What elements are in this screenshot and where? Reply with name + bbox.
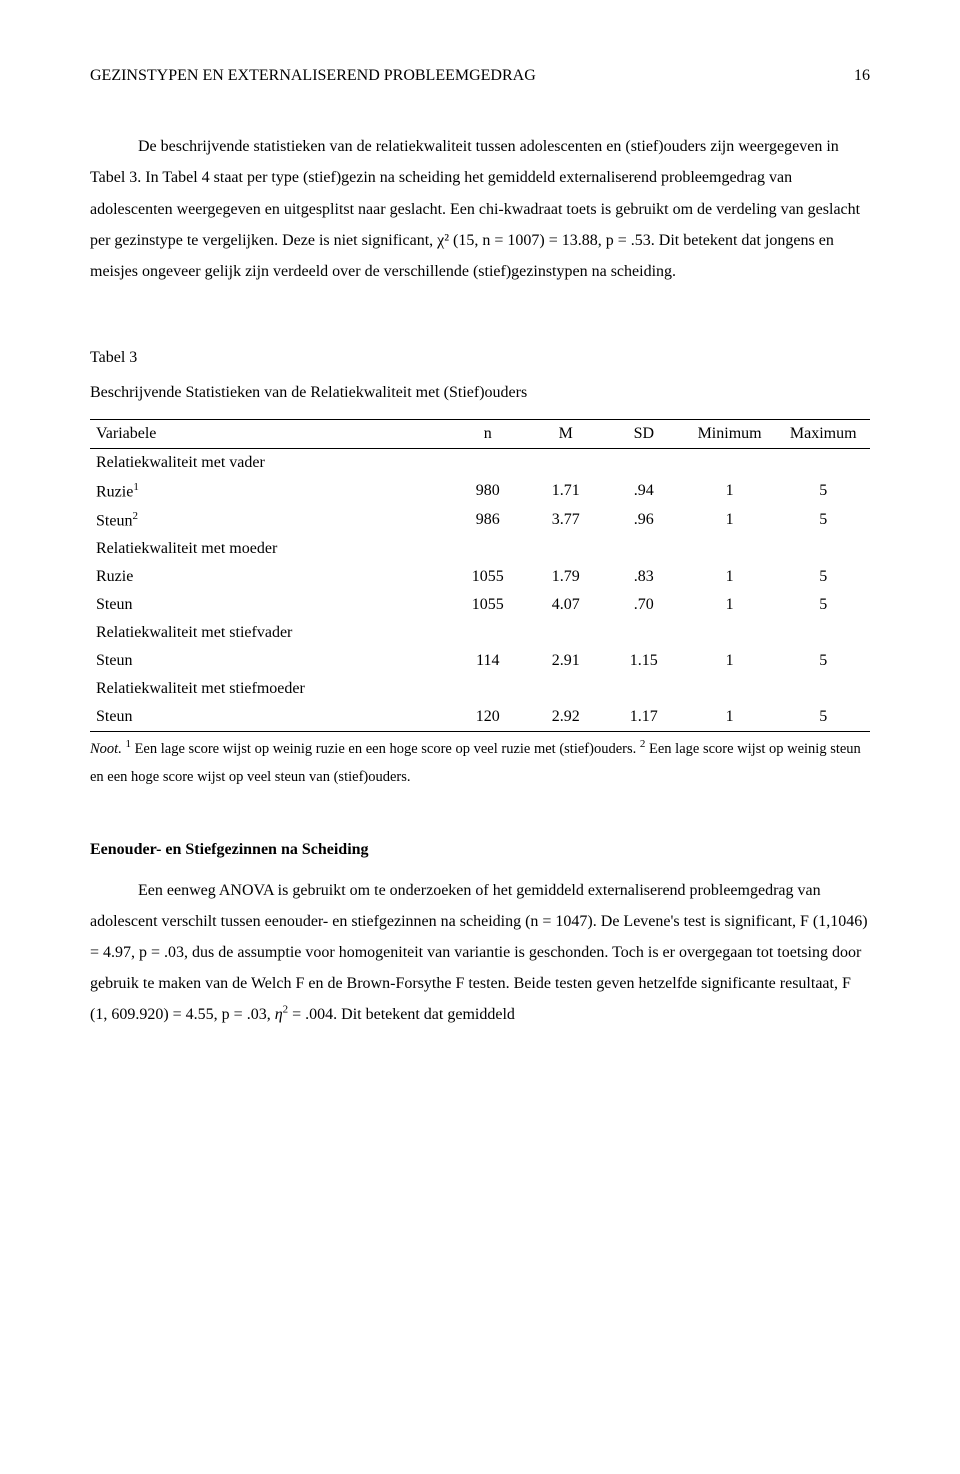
- cell: 1: [683, 647, 777, 675]
- table-row: Ruzie1 980 1.71 .94 1 5: [90, 477, 870, 506]
- cell: .94: [605, 477, 683, 506]
- row-label: Steun: [90, 647, 449, 675]
- table-caption: Beschrijvende Statistieken van de Relati…: [90, 377, 870, 408]
- section-title: Relatiekwaliteit met moeder: [90, 535, 870, 563]
- cell: 5: [776, 703, 870, 732]
- cell: 5: [776, 477, 870, 506]
- note-prefix: Noot.: [90, 741, 122, 757]
- body-paragraph-1: De beschrijvende statistieken van de rel…: [90, 131, 870, 287]
- page-number: 16: [854, 60, 870, 91]
- col-header: n: [449, 419, 527, 448]
- table-label: Tabel 3: [90, 342, 870, 373]
- cell: 986: [449, 506, 527, 535]
- row-label: Steun: [90, 703, 449, 732]
- cell: .83: [605, 563, 683, 591]
- cell: 1.17: [605, 703, 683, 732]
- cell: 1: [683, 563, 777, 591]
- cell: 2.92: [527, 703, 605, 732]
- label-text: Ruzie: [96, 483, 133, 500]
- cell: 1.71: [527, 477, 605, 506]
- cell: 120: [449, 703, 527, 732]
- cell: 1.79: [527, 563, 605, 591]
- cell: 5: [776, 647, 870, 675]
- superscript: 2: [132, 510, 138, 522]
- table-section-row: Relatiekwaliteit met stiefvader: [90, 619, 870, 647]
- cell: .70: [605, 591, 683, 619]
- row-label: Steun: [90, 591, 449, 619]
- cell: 5: [776, 591, 870, 619]
- table-row: Ruzie 1055 1.79 .83 1 5: [90, 563, 870, 591]
- col-header: M: [527, 419, 605, 448]
- cell: 5: [776, 563, 870, 591]
- col-header: SD: [605, 419, 683, 448]
- cell: .96: [605, 506, 683, 535]
- cell: 1.15: [605, 647, 683, 675]
- cell: 3.77: [527, 506, 605, 535]
- cell: 980: [449, 477, 527, 506]
- section-title: Relatiekwaliteit met stiefvader: [90, 619, 870, 647]
- cell: 1: [683, 703, 777, 732]
- row-label: Ruzie: [90, 563, 449, 591]
- table-row: Steun2 986 3.77 .96 1 5: [90, 506, 870, 535]
- cell: 1: [683, 477, 777, 506]
- section-title: Relatiekwaliteit met vader: [90, 448, 870, 477]
- row-label: Steun2: [90, 506, 449, 535]
- body-paragraph-2: Een eenweg ANOVA is gebruikt om te onder…: [90, 875, 870, 1031]
- section-title: Relatiekwaliteit met stiefmoeder: [90, 675, 870, 703]
- cell: 4.07: [527, 591, 605, 619]
- para-text: = .004. Dit betekent dat gemiddeld: [288, 1006, 515, 1023]
- cell: 2.91: [527, 647, 605, 675]
- col-header: Variabele: [90, 419, 449, 448]
- cell: 1: [683, 506, 777, 535]
- cell: 1055: [449, 563, 527, 591]
- superscript: 1: [133, 481, 139, 493]
- table-section-row: Relatiekwaliteit met vader: [90, 448, 870, 477]
- page-header: GEZINSTYPEN EN EXTERNALISEREND PROBLEEMG…: [90, 60, 870, 91]
- label-text: Steun: [96, 512, 132, 529]
- cell: 114: [449, 647, 527, 675]
- col-header: Minimum: [683, 419, 777, 448]
- cell: 1: [683, 591, 777, 619]
- table-row: Steun 1055 4.07 .70 1 5: [90, 591, 870, 619]
- running-head: GEZINSTYPEN EN EXTERNALISEREND PROBLEEMG…: [90, 60, 536, 91]
- row-label: Ruzie1: [90, 477, 449, 506]
- table-row: Steun 120 2.92 1.17 1 5: [90, 703, 870, 732]
- para-text: Een eenweg ANOVA is gebruikt om te onder…: [90, 882, 868, 1024]
- eta-symbol: η: [275, 1006, 283, 1023]
- cell: 5: [776, 506, 870, 535]
- table-3: Variabele n M SD Minimum Maximum Relatie…: [90, 419, 870, 733]
- col-header: Maximum: [776, 419, 870, 448]
- section-heading: Eenouder- en Stiefgezinnen na Scheiding: [90, 834, 870, 865]
- cell: 1055: [449, 591, 527, 619]
- note-text: Een lage score wijst op weinig ruzie en …: [131, 741, 640, 757]
- table-section-row: Relatiekwaliteit met stiefmoeder: [90, 675, 870, 703]
- table-note: Noot. 1 Een lage score wijst op weinig r…: [90, 734, 870, 791]
- table-section-row: Relatiekwaliteit met moeder: [90, 535, 870, 563]
- table-row: Steun 114 2.91 1.15 1 5: [90, 647, 870, 675]
- table-header-row: Variabele n M SD Minimum Maximum: [90, 419, 870, 448]
